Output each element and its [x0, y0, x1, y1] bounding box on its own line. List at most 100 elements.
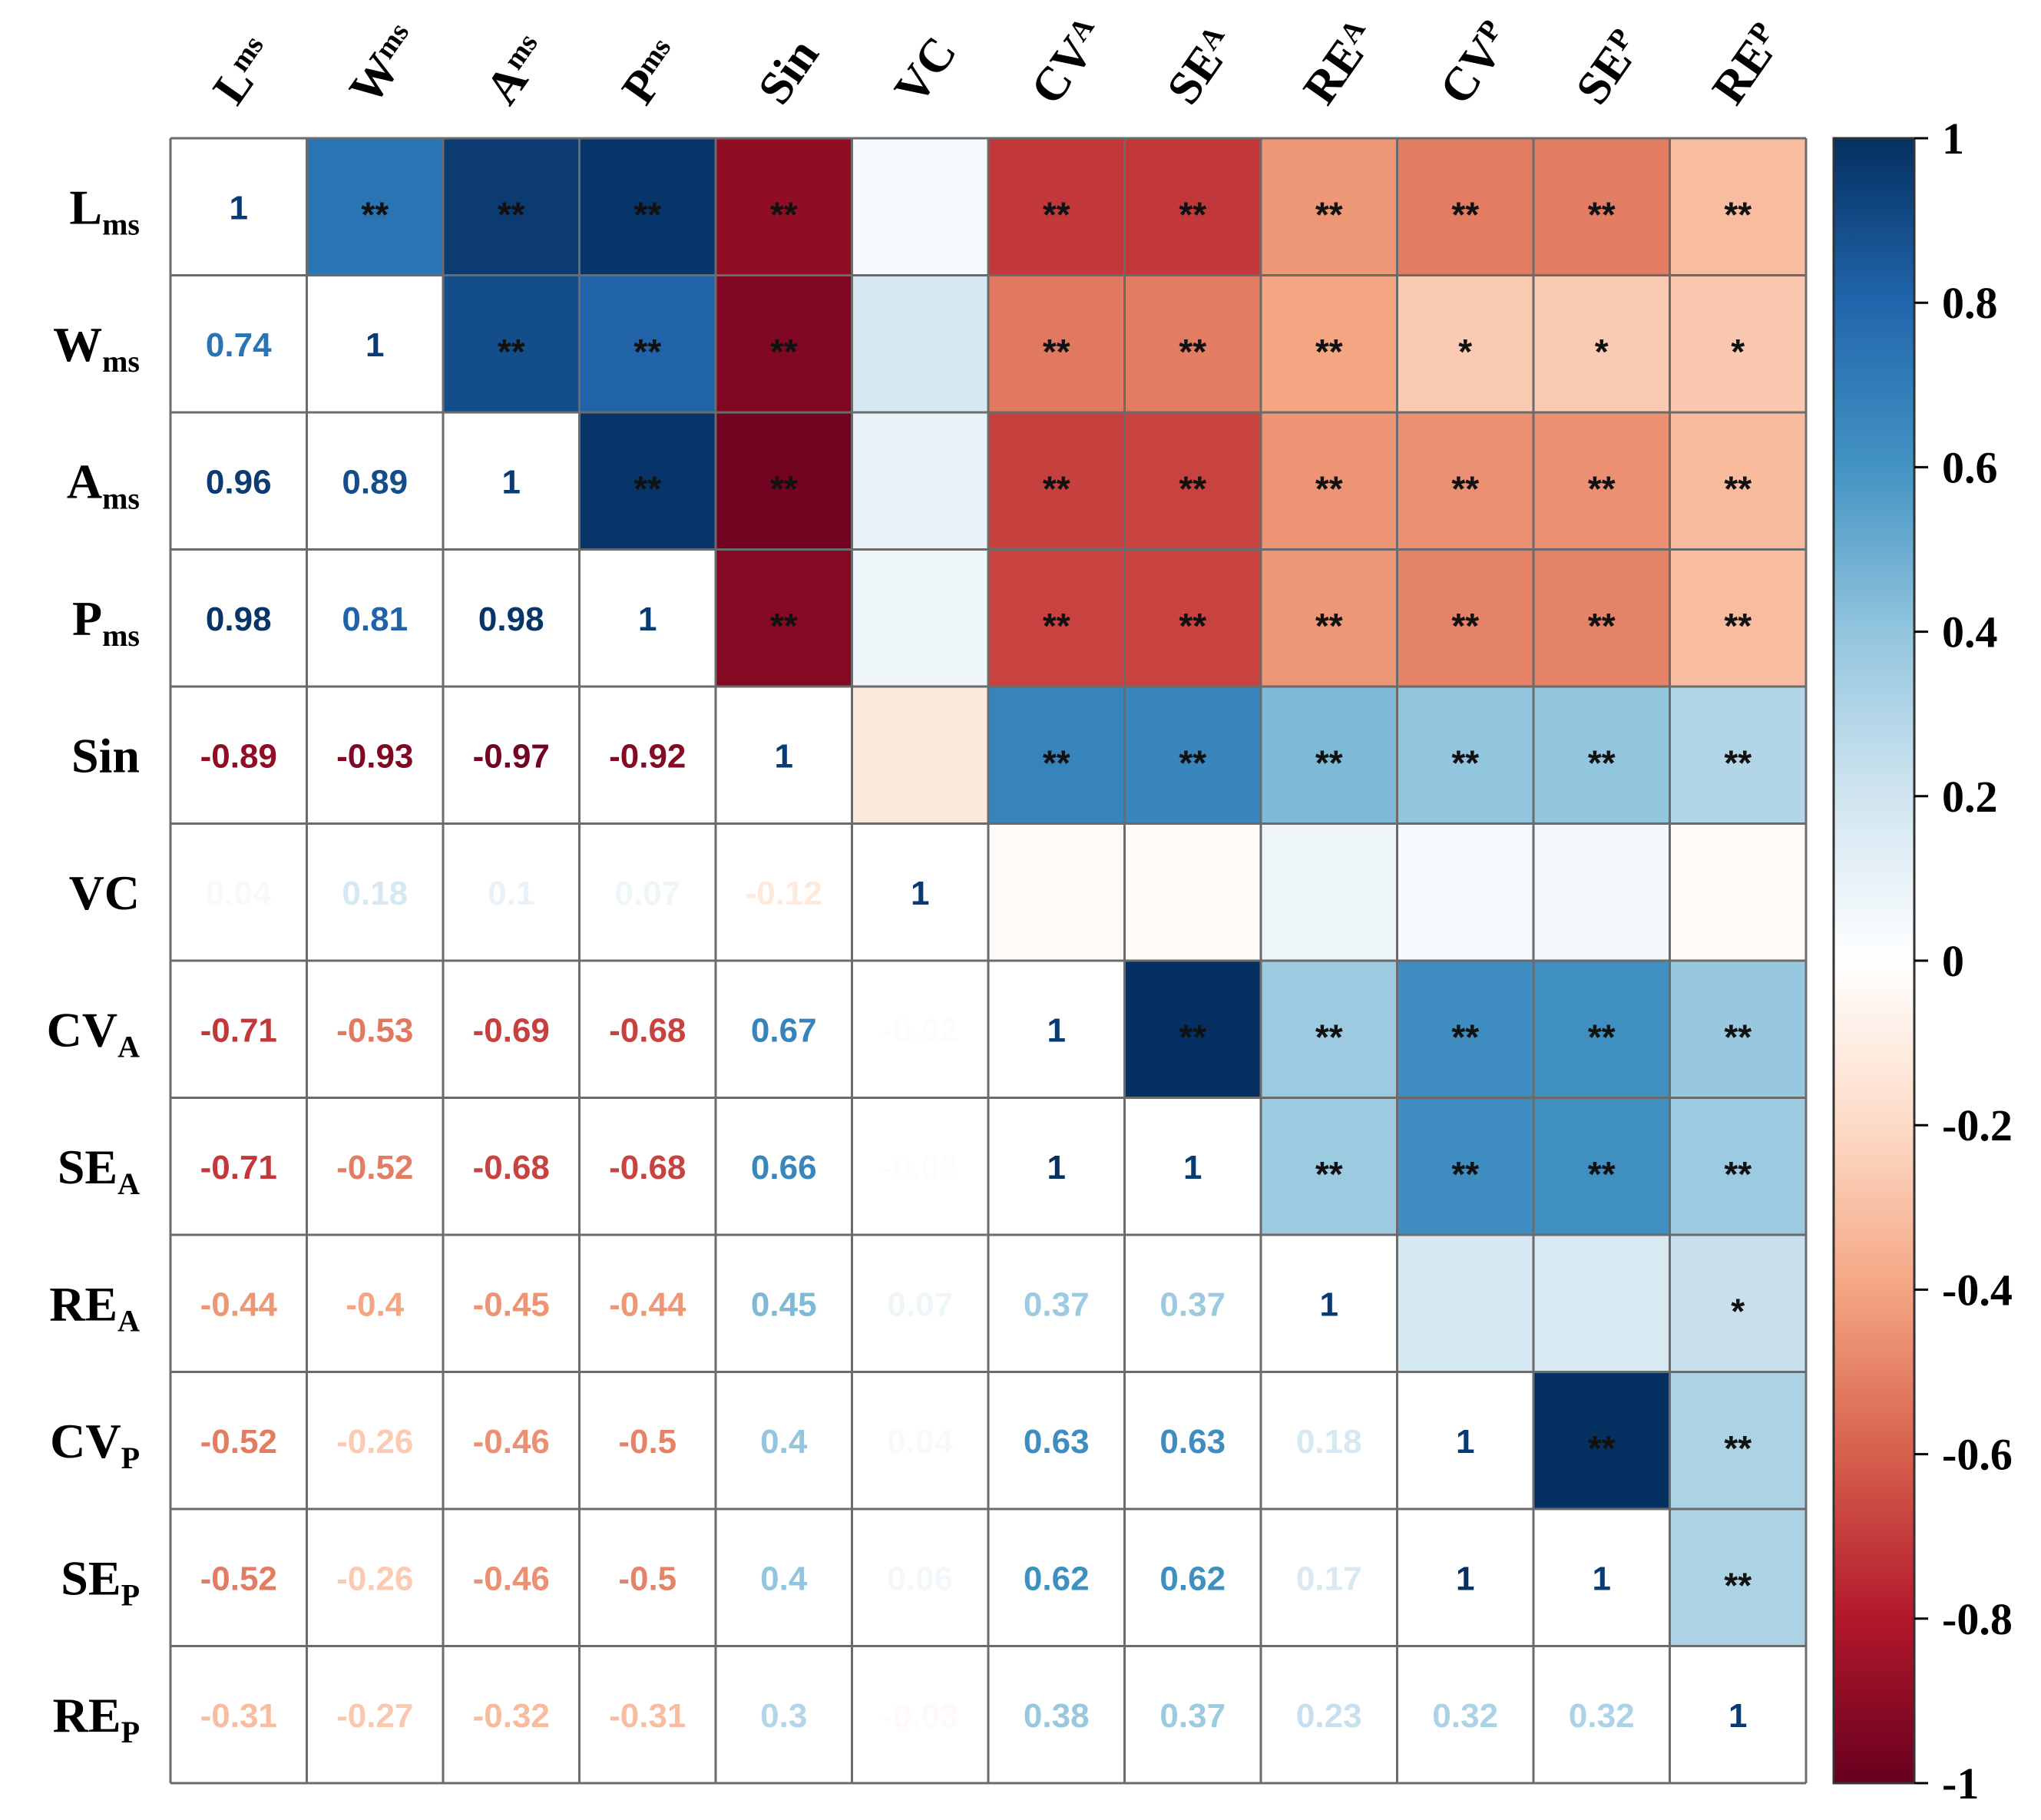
significance-label: ** — [1588, 1017, 1616, 1057]
heatmap-cell-r1-c0 — [170, 275, 307, 412]
heatmap-cell-r3-c10 — [1533, 549, 1670, 687]
heatmap-cell-r4-c10 — [1533, 687, 1670, 824]
correlation-value-label: 0.07 — [887, 1286, 953, 1323]
significance-label: ** — [770, 606, 798, 646]
heatmap-cell-r0-c7 — [1124, 138, 1261, 276]
heatmap-cell-r1-c4 — [716, 275, 852, 412]
correlation-value-label: 1 — [1728, 1697, 1747, 1735]
heatmap-cell-r4-c11 — [1669, 687, 1806, 824]
significance-label: ** — [1315, 743, 1343, 783]
heatmap-cell-r2-c3 — [579, 412, 716, 550]
heatmap-cell-r11-c7 — [1124, 1646, 1261, 1783]
heatmap-cell-r7-c2 — [443, 1097, 580, 1235]
correlation-value-label: -0.5 — [618, 1560, 676, 1597]
row-label: CVA — [47, 1002, 140, 1064]
heatmap-cell-r1-c8 — [1261, 275, 1398, 412]
significance-label: ** — [1588, 194, 1616, 234]
correlation-value-label: 1 — [911, 875, 929, 912]
correlation-value-label: 1 — [1456, 1560, 1474, 1597]
row-label: SEP — [61, 1550, 140, 1612]
correlation-value-label: 0.18 — [342, 875, 408, 912]
heatmap-cell-r9-c7 — [1124, 1372, 1261, 1509]
significance-label: ** — [1179, 606, 1206, 646]
heatmap-cell-r10-c8 — [1261, 1509, 1398, 1646]
column-label: Lms — [203, 28, 285, 114]
heatmap-cell-r10-c5 — [852, 1509, 988, 1646]
row-label: REP — [53, 1688, 140, 1749]
correlation-value-label: 0.17 — [1296, 1560, 1362, 1597]
column-label: CVP — [1430, 13, 1522, 114]
heatmap-cell-r2-c9 — [1397, 412, 1533, 550]
heatmap-cell-r3-c6 — [988, 549, 1125, 687]
heatmap-cell-r7-c5 — [852, 1097, 988, 1235]
heatmap-cell-r4-c7 — [1124, 687, 1261, 824]
heatmap-cell-r10-c10 — [1533, 1509, 1670, 1646]
heatmap-cell-r10-c9 — [1397, 1509, 1533, 1646]
heatmap-cell-r3-c3 — [579, 549, 716, 687]
heatmap-cell-r4-c4 — [716, 687, 852, 824]
correlation-value-label: 0.89 — [342, 463, 408, 501]
colorbar-tick-label: 0 — [1942, 936, 1964, 986]
heatmap-cell-r6-c3 — [579, 961, 716, 1098]
significance-label: ** — [1179, 468, 1206, 508]
heatmap-cell-r4-c5 — [852, 687, 988, 824]
heatmap-cell-r11-c11 — [1669, 1646, 1806, 1783]
heatmap-cell-r0-c0 — [170, 138, 307, 276]
heatmap-cell-r11-c2 — [443, 1646, 580, 1783]
heatmap-cell-r10-c7 — [1124, 1509, 1261, 1646]
heatmap-cell-r6-c4 — [716, 961, 852, 1098]
significance-label: ** — [1724, 743, 1752, 783]
heatmap-cell-r10-c0 — [170, 1509, 307, 1646]
correlation-value-label: 1 — [1047, 1149, 1066, 1186]
significance-label: ** — [498, 332, 525, 372]
correlation-value-label: 0.37 — [1159, 1697, 1226, 1735]
heatmap-cell-r4-c2 — [443, 687, 580, 824]
heatmap-cell-r0-c1 — [306, 138, 443, 276]
row-label: CVP — [50, 1414, 140, 1475]
correlation-value-label: 0.98 — [206, 601, 272, 638]
correlation-value-label: 0.32 — [1432, 1697, 1498, 1735]
heatmap-cell-r9-c5 — [852, 1372, 988, 1509]
heatmap-cell-r10-c4 — [716, 1509, 852, 1646]
heatmap-cell-r3-c2 — [443, 549, 580, 687]
row-label: Pms — [72, 591, 140, 653]
heatmap-cell-r5-c2 — [443, 823, 580, 961]
heatmap-cell-r0-c3 — [579, 138, 716, 276]
heatmap-cell-r3-c0 — [170, 549, 307, 687]
correlation-value-label: 1 — [1320, 1286, 1338, 1323]
heatmap-cell-r8-c2 — [443, 1235, 580, 1372]
significance-label: ** — [1724, 1017, 1752, 1057]
heatmap-cell-r4-c9 — [1397, 687, 1533, 824]
correlation-value-label: -0.02 — [882, 1149, 958, 1186]
heatmap-cell-r7-c9 — [1397, 1097, 1533, 1235]
colorbar-tick-label: 0.6 — [1942, 442, 1998, 492]
significance-label: ** — [633, 332, 661, 372]
heatmap-cell-r11-c9 — [1397, 1646, 1533, 1783]
heatmap-cell-r1-c3 — [579, 275, 716, 412]
heatmap-cell-r8-c8 — [1261, 1235, 1398, 1372]
correlation-value-label: -0.12 — [746, 875, 822, 912]
colorbar-tick-label: -0.2 — [1942, 1100, 2013, 1150]
correlation-value-label: -0.69 — [473, 1011, 550, 1049]
significance-label: ** — [633, 468, 661, 508]
heatmap-cell-r9-c6 — [988, 1372, 1125, 1509]
significance-label: ** — [770, 194, 798, 234]
heatmap-cell-r7-c10 — [1533, 1097, 1670, 1235]
heatmap-cell-r1-c10 — [1533, 275, 1670, 412]
correlation-value-label: 0.23 — [1296, 1697, 1362, 1735]
significance-label: ** — [1043, 743, 1070, 783]
correlation-value-label: 0.04 — [887, 1423, 953, 1461]
correlation-value-label: -0.92 — [609, 737, 686, 775]
heatmap-cell-r11-c5 — [852, 1646, 988, 1783]
heatmap-cell-r5-c5 — [852, 823, 988, 961]
heatmap-cell-r9-c4 — [716, 1372, 852, 1509]
correlation-value-label: 0.63 — [1024, 1423, 1090, 1461]
heatmap-cell-r5-c6 — [988, 823, 1125, 961]
correlation-value-label: -0.5 — [618, 1423, 676, 1461]
correlation-value-label: -0.02 — [882, 1011, 958, 1049]
significance-label: ** — [770, 468, 798, 508]
correlation-value-label: 0.37 — [1024, 1286, 1090, 1323]
significance-label: * — [1731, 332, 1745, 372]
correlation-value-label: 1 — [502, 463, 521, 501]
